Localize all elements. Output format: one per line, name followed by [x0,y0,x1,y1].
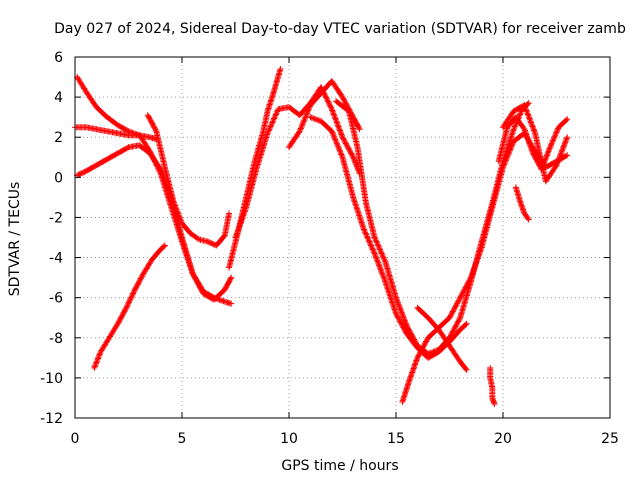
y-tick-label: 4 [54,90,63,106]
y-axis-label: SDTVAR / TECUs [7,182,23,297]
data-point-markers [414,304,470,373]
data-point-markers [232,84,363,241]
y-tick-label: -8 [49,331,63,347]
ticks: 0 5 10 15 20 25 -12 -10 -8 -6 -4 -2 0 2 4 6 [40,50,619,447]
y-tick-label: -12 [40,411,63,427]
data-point-markers [487,364,498,407]
data-point-markers [512,184,532,223]
series-track-14 [500,102,571,185]
x-tick-label: 5 [178,431,187,447]
y-tick-label: -2 [49,210,63,226]
x-tick-label: 20 [494,431,512,447]
data-point-markers [307,114,470,361]
series-track-5 [91,242,168,371]
x-tick-label: 15 [387,431,405,447]
x-tick-label: 0 [71,431,80,447]
y-tick-label: -10 [40,371,63,387]
series-track-10 [307,114,470,361]
data-point-markers [144,112,233,249]
chart-title: Day 027 of 2024, Sidereal Day-to-day VTE… [54,21,626,37]
plot-frame [74,56,611,419]
y-tick-label: -6 [49,291,63,307]
series-track-7 [232,84,363,241]
y-tick-label: 2 [54,130,63,146]
x-tick-label: 10 [280,431,298,447]
y-tick-label: -4 [49,251,63,267]
series-track-15 [512,184,532,223]
series-track-12 [414,304,470,373]
series-track-16 [487,364,498,407]
data-points [72,66,571,407]
y-tick-label: 0 [54,170,63,186]
series-track-4 [144,112,233,249]
x-axis-label: GPS time / hours [281,458,398,474]
x-tick-label: 25 [601,431,619,447]
y-tick-label: 6 [54,50,63,66]
data-point-markers [91,242,168,371]
data-point-markers [500,102,571,185]
